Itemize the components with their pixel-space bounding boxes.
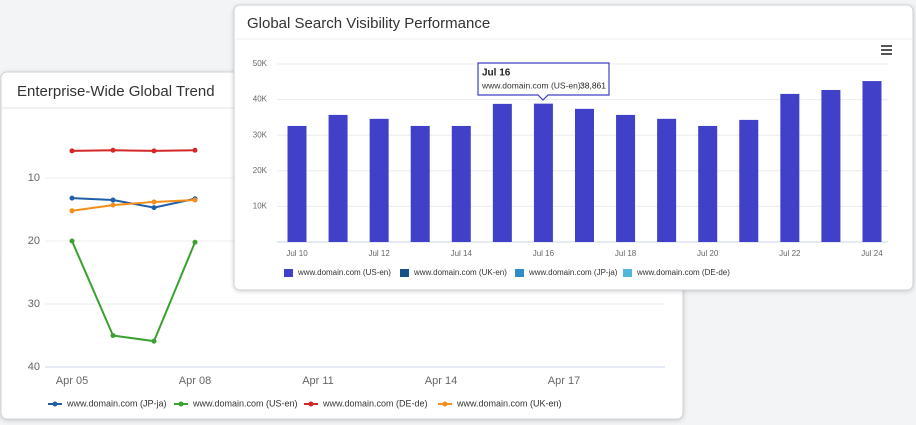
- legend-symbol: [284, 269, 293, 277]
- legend-symbol: [52, 401, 58, 407]
- point: [192, 239, 198, 245]
- point: [151, 338, 157, 344]
- y-tick-label: 30: [28, 298, 40, 310]
- x-tick-label: Jul 20: [697, 249, 719, 258]
- series-line: [71, 199, 196, 212]
- series-line: [71, 240, 196, 343]
- menu-icon[interactable]: [881, 45, 892, 55]
- bar: [821, 89, 841, 242]
- bar: [492, 103, 512, 242]
- y-tick-label: 40: [28, 361, 40, 373]
- tooltip-value: 38,861: [580, 80, 606, 90]
- legend-symbol: [308, 401, 314, 407]
- bar: [287, 125, 307, 242]
- tooltip-box: [477, 62, 610, 101]
- bar: [451, 125, 471, 242]
- point: [69, 195, 75, 201]
- legend-label: www.domain.com (UK-en): [456, 398, 562, 408]
- legend-label: www.domain.com (DE-de): [322, 398, 428, 408]
- x-tick-label: Jul 22: [779, 249, 801, 258]
- x-tick-label: Jul 10: [286, 249, 308, 258]
- bar: [369, 118, 389, 242]
- x-tick-label: Apr 11: [302, 375, 334, 387]
- point: [110, 202, 116, 208]
- point: [110, 147, 116, 153]
- x-tick-label: Jul 18: [615, 249, 637, 258]
- tooltip-label: www.domain.com (US-en):: [481, 80, 583, 90]
- bar: [533, 103, 553, 242]
- point: [110, 197, 116, 203]
- legend-symbol: [400, 269, 409, 277]
- y-tick-label: 50K: [253, 59, 268, 68]
- y-tick-label: 10K: [253, 202, 268, 211]
- point: [69, 148, 75, 154]
- point: [69, 238, 75, 244]
- point: [192, 147, 198, 153]
- tooltip-title: Jul 16: [482, 68, 511, 79]
- point: [151, 199, 157, 205]
- legend-symbol: [178, 401, 184, 407]
- visibility-card: Global Search Visibility Performance 10K…: [233, 4, 914, 291]
- y-tick-label: 40K: [253, 95, 268, 104]
- y-tick-label: 20K: [253, 166, 268, 175]
- series-line: [71, 149, 196, 152]
- bar: [862, 81, 882, 242]
- bar: [328, 114, 348, 242]
- chart-title: Global Search Visibility Performance: [247, 15, 490, 32]
- bar: [410, 125, 430, 242]
- x-tick-label: Apr 14: [425, 375, 457, 387]
- legend-symbol: [515, 269, 524, 277]
- tooltip: Jul 16 www.domain.com (US-en): 38,861: [477, 62, 610, 101]
- legend-symbol: [623, 269, 632, 277]
- chart-title: Enterprise-Wide Global Trend: [17, 83, 215, 100]
- legend-label: www.domain.com (UK-en): [413, 268, 507, 277]
- bar: [698, 125, 718, 242]
- x-tick-label: Jul 12: [368, 249, 390, 258]
- y-tick-label: 20: [28, 235, 40, 247]
- x-tick-label: Apr 05: [56, 375, 88, 387]
- x-tick-label: Apr 17: [548, 375, 580, 387]
- legend-label: www.domain.com (JP-ja): [66, 398, 167, 408]
- x-tick-label: Jul 16: [533, 249, 555, 258]
- bar: [739, 119, 759, 242]
- legend-label: www.domain.com (JP-ja): [528, 268, 618, 277]
- legend-label: www.domain.com (US-en): [192, 398, 298, 408]
- bar: [574, 108, 594, 242]
- x-tick-label: Jul 14: [451, 249, 473, 258]
- point: [110, 333, 116, 338]
- y-tick-label: 10: [28, 172, 40, 184]
- bar: [657, 118, 677, 242]
- legend-label: www.domain.com (DE-de): [636, 268, 730, 277]
- point: [151, 148, 157, 154]
- point: [151, 205, 157, 211]
- x-tick-label: Jul 24: [861, 249, 883, 258]
- legend-label: www.domain.com (US-en): [297, 268, 391, 277]
- bar: [616, 114, 636, 242]
- bar: [780, 93, 800, 243]
- point: [69, 208, 75, 214]
- x-tick-label: Apr 08: [179, 375, 211, 387]
- y-tick-label: 30K: [253, 130, 268, 139]
- legend-symbol: [442, 401, 448, 407]
- point: [192, 197, 198, 203]
